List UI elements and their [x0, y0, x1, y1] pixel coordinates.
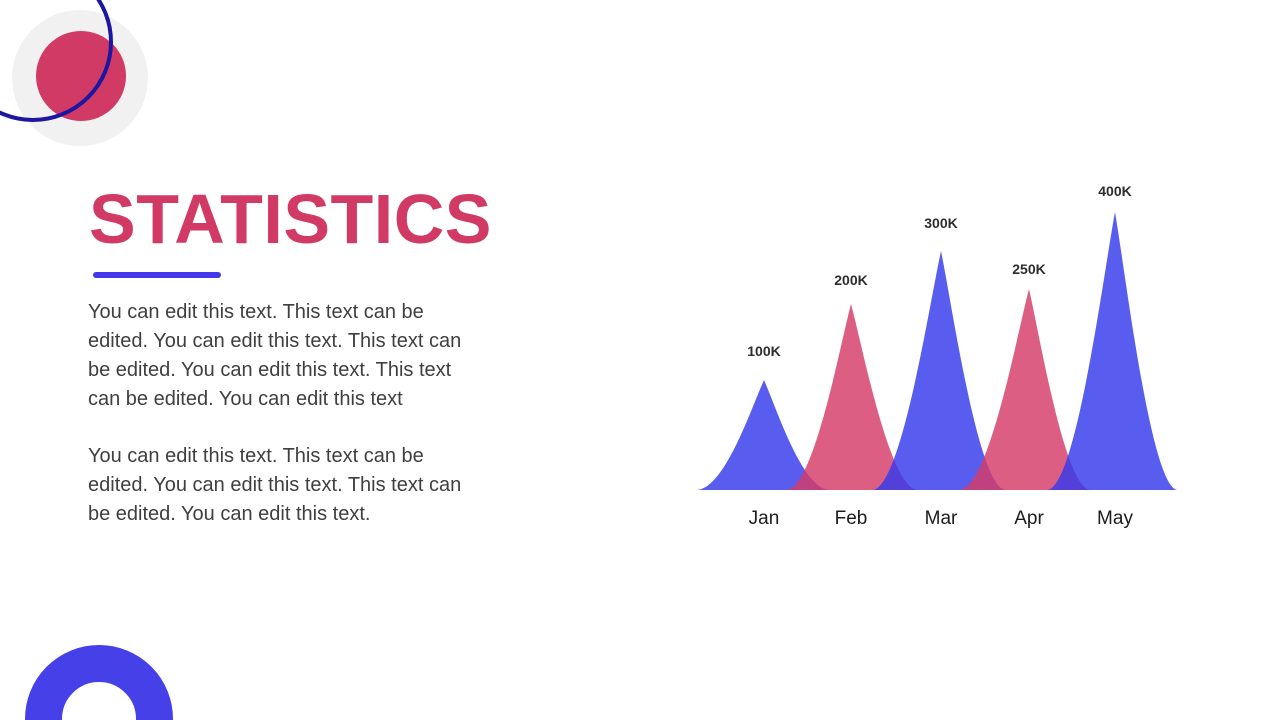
peak-apr: [959, 289, 1091, 490]
slide-title: STATISTICS: [89, 180, 492, 258]
peak-jan: [696, 380, 830, 490]
blue-donut-decoration: [25, 645, 173, 720]
body-paragraph-2: You can edit this text. This text can be…: [88, 445, 462, 525]
value-label-may: 400K: [1098, 183, 1132, 199]
month-label-feb: Feb: [834, 508, 868, 529]
peak-feb: [786, 304, 918, 490]
title-underline: [93, 272, 221, 278]
peak-may: [1047, 212, 1178, 490]
value-label-mar: 300K: [924, 215, 958, 231]
body-paragraph-1: You can edit this text. This text can be…: [88, 301, 462, 410]
value-label-feb: 200K: [834, 272, 868, 288]
month-label-jan: Jan: [748, 508, 780, 529]
month-label-may: May: [1097, 508, 1133, 529]
monthly-peaks-chart: 100K Jan 200K Feb 300K Mar 250K Apr 400K May: [680, 160, 1210, 540]
value-label-apr: 250K: [1012, 261, 1046, 277]
peaks-chart-canvas: [696, 212, 1178, 490]
peak-mar: [872, 251, 1006, 490]
month-label-mar: Mar: [924, 508, 958, 529]
month-label-apr: Apr: [1014, 508, 1044, 529]
value-label-jan: 100K: [747, 343, 781, 359]
